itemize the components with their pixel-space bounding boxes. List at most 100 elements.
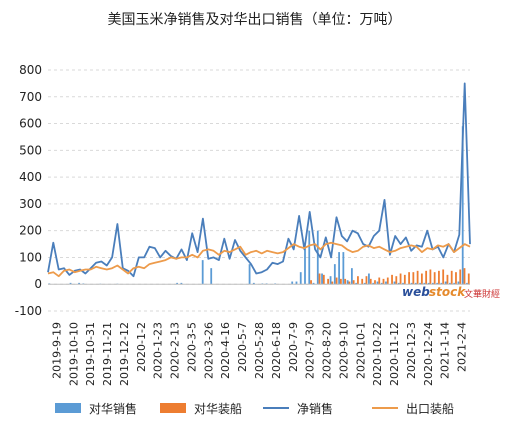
x-tick-label-21: 2020-12-3 — [405, 322, 418, 379]
bar-0-70 — [346, 280, 349, 285]
bar-1-64 — [322, 274, 325, 285]
bar-0-86 — [414, 282, 417, 285]
legend-label-1: 对华装船 — [194, 401, 243, 416]
bar-0-91 — [436, 282, 439, 285]
bar-1-85 — [412, 272, 415, 285]
bar-1-73 — [361, 278, 364, 285]
y-tick-label-8: 700 — [19, 90, 42, 104]
y-tick-label-1: 0 — [34, 277, 42, 291]
x-tick-label-16: 2020-8-20 — [321, 322, 334, 379]
bar-1-87 — [420, 273, 423, 285]
x-tick-label-15: 2020-7-30 — [304, 322, 317, 379]
x-tick-label-1: 2019-10-10 — [67, 322, 80, 386]
legend-item-1: 对华装船 — [160, 398, 242, 418]
bar-0-63 — [316, 230, 319, 285]
bar-1-94 — [450, 270, 453, 285]
bar-1-91 — [438, 270, 440, 285]
line-series-1 — [47, 241, 471, 278]
bar-1-80 — [391, 274, 393, 285]
bar-0-38 — [210, 268, 213, 285]
x-tick-label-11: 2020-5-7 — [236, 322, 249, 372]
legend-item-0: 对华销售 — [55, 398, 137, 418]
legend-label-2: 净销售 — [297, 401, 334, 416]
chart-legend: 对华销售 对华装船 净销售 出口装船 — [0, 398, 509, 422]
line-series-0 — [47, 82, 471, 278]
y-tick-label-3: 200 — [19, 224, 42, 238]
bar-1-96 — [459, 269, 462, 285]
bar-1-90 — [433, 272, 436, 285]
bar-1-98 — [467, 273, 470, 285]
x-tick-label-24: 2021-2-4 — [456, 322, 469, 372]
y-tick-label-7: 600 — [19, 117, 42, 131]
legend-item-2: 净销售 — [263, 398, 333, 418]
webstock-watermark-logo: web stock 文華財經 — [402, 285, 501, 300]
x-tick-label-18: 2020-10-1 — [354, 322, 367, 379]
axis-layer: -100 0 100 200 300 400 500 600 700 800 2019-9-19 20… — [15, 63, 470, 386]
legend-swatch-3 — [372, 407, 398, 409]
chart-title: 美国玉米净销售及对华出口销售（单位：万吨） — [107, 12, 402, 28]
line-layer — [47, 82, 471, 278]
bar-0-87 — [419, 282, 421, 285]
x-tick-label-20: 2020-11-12 — [388, 322, 401, 386]
bar-0-68 — [338, 252, 340, 285]
x-tick-label-22: 2020-12-24 — [422, 322, 435, 386]
bar-1-74 — [365, 276, 368, 285]
bar-0-90 — [431, 282, 434, 285]
bar-1-77 — [378, 277, 381, 285]
bar-0-98 — [466, 282, 468, 285]
y-tick-label-4: 300 — [19, 197, 42, 211]
bar-1-61 — [310, 280, 312, 285]
x-tick-label-6: 2020-1-23 — [152, 322, 165, 379]
x-tick-label-14: 2020-7-9 — [287, 322, 300, 372]
legend-label-3: 出口装船 — [406, 401, 455, 416]
bar-0-67 — [333, 264, 336, 285]
legend-swatch-1 — [160, 403, 186, 413]
legend-swatch-2 — [263, 407, 289, 409]
bar-0-83 — [402, 282, 404, 285]
bar-0-79 — [385, 281, 387, 285]
y-tick-label-9: 800 — [19, 63, 42, 77]
bar-0-31 — [180, 282, 183, 285]
bar-0-74 — [363, 282, 366, 285]
bar-1-78 — [382, 278, 385, 285]
bar-0-89 — [427, 282, 430, 285]
bar-1-76 — [374, 280, 376, 285]
bar-0-66 — [329, 276, 332, 285]
x-tick-label-17: 2020-9-10 — [337, 322, 350, 379]
bar-0-72 — [355, 282, 358, 285]
bar-0-78 — [380, 282, 383, 285]
bar-1-82 — [399, 273, 402, 285]
y-tick-label-0: -100 — [15, 304, 42, 318]
bar-1-70 — [348, 281, 351, 285]
x-tick-label-8: 2020-3-5 — [185, 322, 198, 372]
bar-1-68 — [339, 278, 342, 285]
bar-0-30 — [176, 282, 179, 285]
x-tick-label-12: 2020-5-28 — [253, 322, 266, 379]
x-tick-label-4: 2019-12-12 — [118, 322, 131, 386]
bar-0-82 — [397, 282, 400, 285]
x-tick-label-2: 2019-10-31 — [84, 322, 97, 386]
bar-1-65 — [327, 278, 329, 285]
legend-item-3: 出口装船 — [372, 398, 454, 418]
bar-1-71 — [352, 280, 355, 285]
bar-0-96 — [457, 281, 460, 285]
bar-1-88 — [425, 270, 428, 285]
bar-0-93 — [444, 281, 447, 285]
x-tick-label-0: 2019-9-19 — [50, 322, 63, 379]
bar-1-93 — [446, 274, 449, 285]
bar-0-62 — [312, 282, 315, 285]
bar-0-61 — [308, 230, 311, 285]
bar-0-7 — [78, 282, 80, 285]
bar-1-89 — [429, 269, 432, 285]
bar-0-59 — [299, 272, 302, 285]
x-tick-label-7: 2020-2-13 — [169, 322, 182, 379]
bar-0-58 — [295, 281, 298, 285]
bar-1-95 — [455, 272, 457, 285]
bar-0-57 — [291, 281, 294, 285]
bar-1-79 — [386, 277, 389, 285]
bar-0-48 — [252, 282, 255, 285]
x-tick-label-5: 2020-1-2 — [135, 322, 148, 372]
bar-1-81 — [395, 276, 398, 285]
bar-0-47 — [248, 264, 251, 285]
